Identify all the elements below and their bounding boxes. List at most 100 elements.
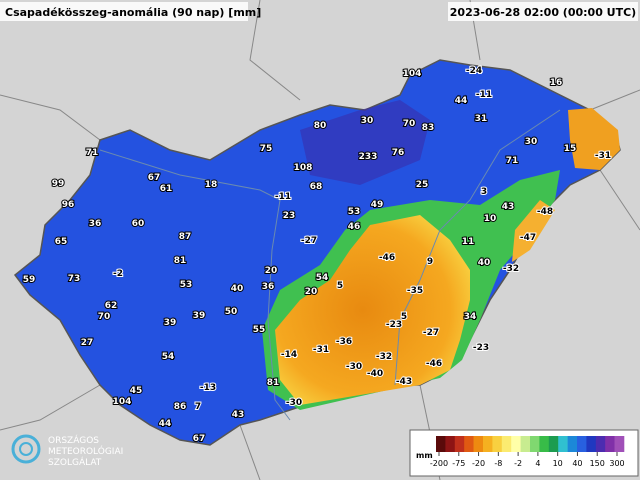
station-value: -23 bbox=[473, 343, 489, 353]
logo-text: SZOLGÁLAT bbox=[48, 456, 102, 468]
station-value: 43 bbox=[502, 202, 515, 212]
station-value: -14 bbox=[281, 350, 297, 360]
station-value: 15 bbox=[564, 144, 577, 154]
station-value: 55 bbox=[253, 325, 266, 335]
station-value: 39 bbox=[193, 311, 206, 321]
station-value: 3 bbox=[481, 187, 487, 197]
legend-swatch bbox=[492, 436, 503, 452]
legend-tick-label: 4 bbox=[535, 459, 540, 468]
station-value: -23 bbox=[386, 320, 402, 330]
station-value: -2 bbox=[113, 269, 123, 279]
station-value: -13 bbox=[200, 383, 216, 393]
legend-unit: mm bbox=[416, 451, 433, 460]
station-value: -27 bbox=[301, 236, 317, 246]
station-value: -27 bbox=[423, 328, 439, 338]
station-value: 5 bbox=[401, 312, 407, 322]
station-value: -40 bbox=[367, 369, 383, 379]
logo-text: METEOROLÓGIAI bbox=[48, 445, 123, 457]
station-value: -30 bbox=[346, 362, 362, 372]
legend-swatch bbox=[464, 436, 474, 452]
legend-swatch bbox=[567, 436, 578, 452]
danube bbox=[99, 149, 291, 421]
station-value: -31 bbox=[595, 151, 611, 161]
station-value: 104 bbox=[113, 397, 132, 407]
legend-swatch bbox=[473, 436, 484, 452]
legend-swatch bbox=[511, 436, 521, 452]
station-value: -32 bbox=[503, 264, 519, 274]
station-value: 76 bbox=[392, 148, 405, 158]
station-value: 5 bbox=[337, 281, 343, 291]
station-value: -11 bbox=[275, 192, 291, 202]
station-value: 10 bbox=[484, 214, 497, 224]
station-value: 39 bbox=[164, 318, 177, 328]
station-value: 43 bbox=[232, 410, 245, 420]
station-value: 53 bbox=[180, 280, 193, 290]
station-value: 25 bbox=[416, 180, 429, 190]
legend-swatch bbox=[586, 436, 597, 452]
station-value: 50 bbox=[225, 307, 238, 317]
station-value: 44 bbox=[159, 419, 172, 429]
station-value: 9 bbox=[427, 257, 433, 267]
legend-swatch bbox=[614, 436, 625, 452]
legend-swatch bbox=[577, 436, 587, 452]
station-value: 70 bbox=[98, 312, 111, 322]
station-value: 86 bbox=[174, 402, 187, 412]
country bbox=[13, 59, 621, 446]
station-value: 87 bbox=[179, 232, 192, 242]
legend-swatch bbox=[454, 436, 465, 452]
station-value: -47 bbox=[520, 233, 536, 243]
station-value: 34 bbox=[464, 312, 477, 322]
logo-text: ORSZÁGOS bbox=[48, 434, 99, 446]
station-value: 233 bbox=[359, 152, 378, 162]
station-value: 23 bbox=[283, 211, 296, 221]
legend-swatch bbox=[501, 436, 512, 452]
station-value: 96 bbox=[62, 200, 75, 210]
station-value: -46 bbox=[379, 253, 395, 263]
station-value: -35 bbox=[407, 286, 423, 296]
station-value: 18 bbox=[205, 180, 218, 190]
station-value: 62 bbox=[105, 301, 118, 311]
tisza bbox=[394, 109, 561, 386]
title-box bbox=[0, 2, 248, 21]
station-value: 60 bbox=[132, 219, 145, 229]
station-value: 59 bbox=[23, 275, 36, 285]
station-value: 99 bbox=[52, 179, 65, 189]
legend-tick-label: -2 bbox=[514, 459, 522, 468]
timestamp: 2023-06-28 02:00 (00:00 UTC) bbox=[450, 6, 636, 19]
station-value: 67 bbox=[193, 434, 206, 444]
station-value: 65 bbox=[55, 237, 68, 247]
legend-tick-label: -20 bbox=[472, 459, 485, 468]
station-value: 31 bbox=[475, 114, 488, 124]
station-value: 20 bbox=[265, 266, 278, 276]
dry-northeast bbox=[568, 108, 620, 170]
station-value: 70 bbox=[403, 119, 416, 129]
legend: -200 -75 -20 -8 -2 4 10 40 150 300 bbox=[430, 436, 625, 468]
station-value: 108 bbox=[294, 163, 313, 173]
station-value: 83 bbox=[422, 123, 435, 133]
station-value: 40 bbox=[231, 284, 244, 294]
station-value: 68 bbox=[310, 182, 323, 192]
station-value: 44 bbox=[455, 96, 468, 106]
station-value: 7 bbox=[195, 402, 201, 412]
timestamp-box bbox=[448, 2, 638, 21]
legend-swatch bbox=[483, 436, 493, 452]
station-value: 73 bbox=[68, 274, 81, 284]
station-value: 75 bbox=[260, 144, 273, 154]
station-value: 54 bbox=[316, 273, 329, 283]
legend-swatch bbox=[520, 436, 531, 452]
station-value: -48 bbox=[537, 207, 553, 217]
station-value: -24 bbox=[466, 66, 482, 76]
station-value: 80 bbox=[314, 121, 327, 131]
station-value: 20 bbox=[305, 287, 318, 297]
station-value: 53 bbox=[348, 207, 361, 217]
legend-tick-label: -75 bbox=[452, 459, 465, 468]
legend-swatch bbox=[436, 436, 446, 452]
station-value: -43 bbox=[396, 377, 412, 387]
logo-ring bbox=[11, 434, 41, 464]
logo: ORSZÁGOS METEOROLÓGIAI SZOLGÁLAT bbox=[11, 434, 123, 468]
station-value: 104 bbox=[403, 69, 422, 79]
station-value: 45 bbox=[130, 386, 143, 396]
legend-tick-label: 300 bbox=[609, 459, 624, 468]
station-value: 54 bbox=[162, 352, 175, 362]
